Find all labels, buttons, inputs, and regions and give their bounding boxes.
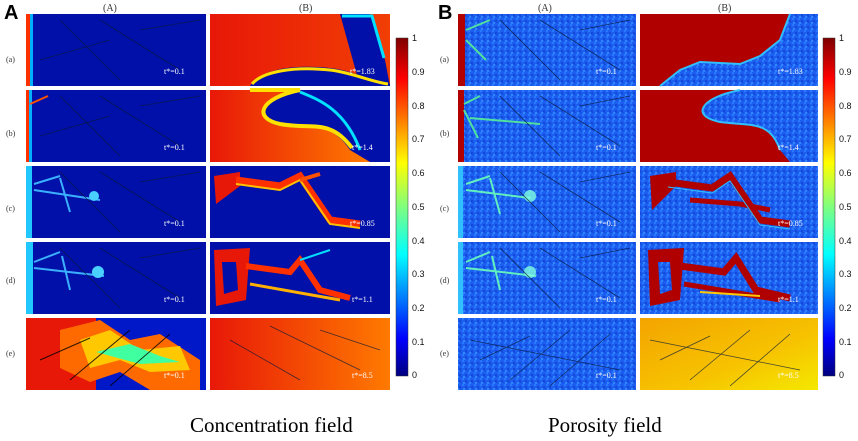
colorbar-tick: 0.1 [412, 337, 425, 347]
time-label: t*=0.1 [164, 67, 185, 76]
por-a-row-1: t*=0.1 [458, 14, 636, 86]
colorbar-tick: 0.1 [839, 337, 852, 347]
col-header-b-1: (A) [538, 3, 552, 14]
colorbar-tick: 0.3 [412, 269, 425, 279]
row-label-a-1: (a) [6, 55, 15, 64]
row-label-b-5: (e) [440, 349, 449, 358]
time-label: t*=0.1 [596, 219, 617, 228]
por-b-row-2: t*=1.4 [640, 89, 818, 162]
por-a-row-2: t*=0.1 [458, 90, 636, 162]
caption-a: Concentration field [190, 413, 353, 437]
row-label-b-1: (a) [440, 55, 449, 64]
time-label: t*=8.5 [352, 371, 373, 380]
row-label-a-2: (b) [6, 129, 16, 138]
colorbar-tick: 0.5 [839, 202, 852, 212]
colorbar-tick: 0.8 [412, 101, 425, 111]
row-label-a-3: (c) [6, 204, 15, 213]
colorbar-tick: 0.6 [412, 168, 425, 178]
panel-letter-b: B [438, 2, 452, 24]
colorbar-tick: 0 [839, 370, 844, 380]
col-header-b-2: (B) [718, 3, 731, 14]
por-a-row-3: t*=0.1 [458, 166, 636, 238]
conc-a-row-2: t*=0.1 [26, 90, 206, 162]
caption-b: Porosity field [548, 413, 662, 437]
row-label-b-2: (b) [440, 129, 450, 138]
time-label: t*=0.85 [778, 219, 803, 228]
colorbar-tick: 0 [412, 370, 417, 380]
por-b-row-5: t*=8.5 [640, 318, 818, 390]
time-label: t*=1.4 [352, 143, 373, 152]
conc-b-row-4: t*=1.1 [210, 242, 390, 314]
conc-b-row-3: t*=0.85 [210, 166, 390, 238]
time-label: t*=0.1 [164, 219, 185, 228]
row-label-b-3: (c) [440, 204, 449, 213]
colorbar-tick: 0.6 [839, 168, 852, 178]
time-label: t*=0.1 [164, 371, 185, 380]
row-label-a-4: (d) [6, 276, 16, 285]
colorbar-tick: 0.7 [839, 134, 852, 144]
por-a-row-5: t*=0.1 [458, 318, 636, 390]
colorbar-b: 1 0.9 0.8 0.7 0.6 0.5 0.4 0.3 0.2 0.1 0 [822, 33, 852, 380]
time-label: t*=0.1 [164, 143, 185, 152]
por-b-row-4: t*=1.1 [640, 242, 818, 314]
row-label-b-4: (d) [440, 276, 450, 285]
conc-b-row-5: t*=8.5 [210, 318, 390, 390]
conc-a-row-4: t*=0.1 [26, 242, 206, 314]
time-label: t*=0.1 [596, 67, 617, 76]
time-label: t*=1.83 [778, 67, 803, 76]
colorbar-tick: 0.4 [412, 236, 425, 246]
colorbar-tick: 0.9 [839, 67, 852, 77]
conc-a-row-1: t*=0.1 [26, 14, 206, 86]
col-header-a-1: (A) [103, 3, 117, 14]
time-label: t*=0.1 [596, 143, 617, 152]
time-label: t*=0.85 [350, 219, 375, 228]
row-label-a-5: (e) [6, 349, 15, 358]
colorbar-tick: 0.9 [412, 67, 425, 77]
time-label: t*=1.1 [352, 295, 373, 304]
conc-b-row-1: t*=1.83 [210, 14, 390, 86]
time-label: t*=0.1 [164, 295, 185, 304]
panel-letter-a: A [4, 2, 18, 24]
colorbar-tick: 0.2 [412, 303, 425, 313]
colorbar-tick: 1 [412, 33, 417, 43]
col-header-a-2: (B) [299, 3, 312, 14]
time-label: t*=0.1 [596, 295, 617, 304]
colorbar-tick: 0.7 [412, 134, 425, 144]
colorbar-tick: 0.3 [839, 269, 852, 279]
time-label: t*=8.5 [778, 371, 799, 380]
por-a-row-4: t*=0.1 [458, 242, 636, 314]
colorbar-tick: 0.2 [839, 303, 852, 313]
conc-a-row-5: t*=0.1 [26, 318, 206, 390]
conc-a-row-3: t*=0.1 [26, 166, 206, 238]
time-label: t*=1.4 [778, 143, 799, 152]
por-b-row-3: t*=0.85 [640, 166, 818, 238]
time-label: t*=1.1 [778, 295, 799, 304]
conc-b-row-2: t*=1.4 [210, 88, 390, 162]
colorbar-tick: 0.4 [839, 236, 852, 246]
colorbar-tick: 0.5 [412, 202, 425, 212]
colorbar-tick: 1 [839, 33, 844, 43]
time-label: t*=0.1 [596, 371, 617, 380]
colorbar-tick: 0.8 [839, 101, 852, 111]
colorbar-a: 1 0.9 0.8 0.7 0.6 0.5 0.4 0.3 0.2 0.1 0 [395, 33, 425, 380]
por-b-row-1: t*=1.83 [640, 13, 818, 87]
time-label: t*=1.83 [350, 67, 375, 76]
